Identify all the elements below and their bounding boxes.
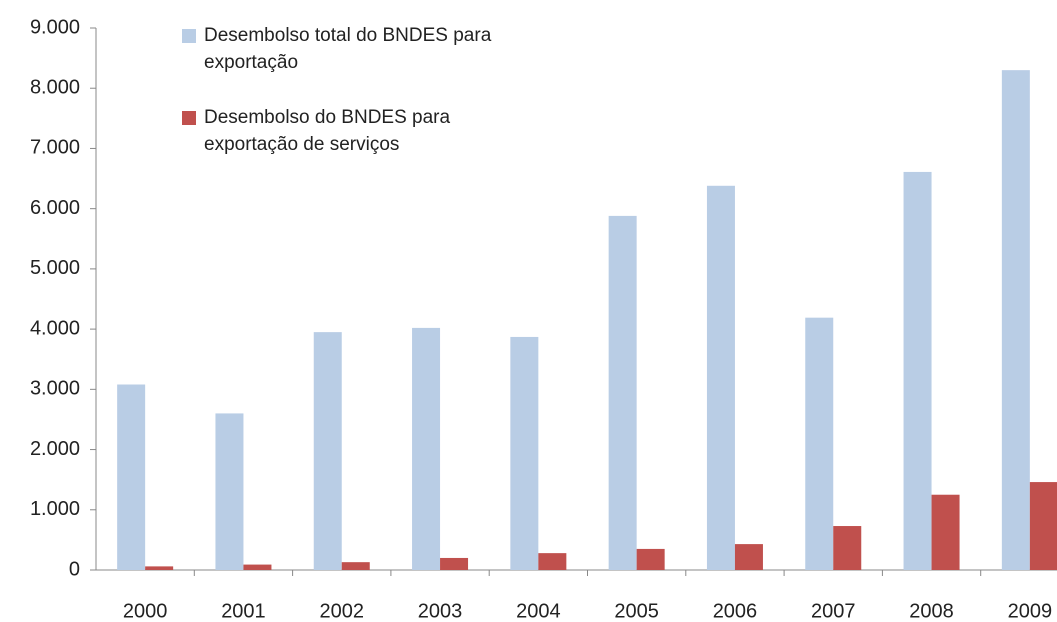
- bar: [608, 215, 637, 571]
- x-tick-label: 2008: [909, 600, 954, 622]
- bar: [805, 317, 834, 570]
- y-tick-label: 6.000: [30, 197, 80, 219]
- bar: [412, 327, 441, 570]
- bar: [931, 494, 960, 570]
- x-tick-label: 2000: [123, 600, 168, 622]
- legend-entry: Desembolso total do BNDES para exportaçã…: [182, 22, 524, 76]
- bar: [538, 553, 567, 570]
- y-tick-label: 0: [69, 558, 80, 580]
- x-tick-label: 2006: [713, 600, 758, 622]
- bar: [510, 336, 539, 570]
- y-tick-label: 7.000: [30, 137, 80, 159]
- bar: [636, 548, 665, 570]
- y-tick-label: 8.000: [30, 77, 80, 99]
- y-tick-label: 3.000: [30, 378, 80, 400]
- x-tick-label: 2005: [614, 600, 659, 622]
- y-tick-label: 4.000: [30, 317, 80, 339]
- legend-label: Desembolso do BNDES para exportação de s…: [204, 107, 451, 155]
- y-tick-label: 5.000: [30, 257, 80, 279]
- bar: [734, 544, 763, 570]
- bar: [243, 564, 272, 570]
- x-tick-label: 2001: [221, 600, 266, 622]
- x-tick-label: 2007: [811, 600, 856, 622]
- x-tick-label: 2002: [320, 600, 365, 622]
- x-tick-label: 2004: [516, 600, 561, 622]
- bar: [341, 562, 370, 570]
- bar: [313, 332, 342, 570]
- y-tick-label: 1.000: [30, 498, 80, 520]
- legend-label: Desembolso total do BNDES para exportaçã…: [204, 25, 492, 73]
- y-tick-label: 9.000: [30, 16, 80, 38]
- bar: [706, 185, 735, 570]
- bar: [1029, 482, 1057, 570]
- x-tick-label: 2009: [1008, 600, 1053, 622]
- legend-swatch: [182, 111, 196, 125]
- legend-entry: Desembolso do BNDES para exportação de s…: [182, 104, 524, 158]
- y-tick-label: 2.000: [30, 438, 80, 460]
- bar: [215, 413, 244, 570]
- bar: [117, 384, 146, 570]
- bar: [833, 526, 862, 570]
- bar: [145, 566, 174, 570]
- legend-swatch: [182, 29, 196, 43]
- bar: [440, 557, 469, 570]
- bar: [903, 171, 932, 571]
- bar: [1001, 70, 1030, 571]
- x-tick-label: 2003: [418, 600, 463, 622]
